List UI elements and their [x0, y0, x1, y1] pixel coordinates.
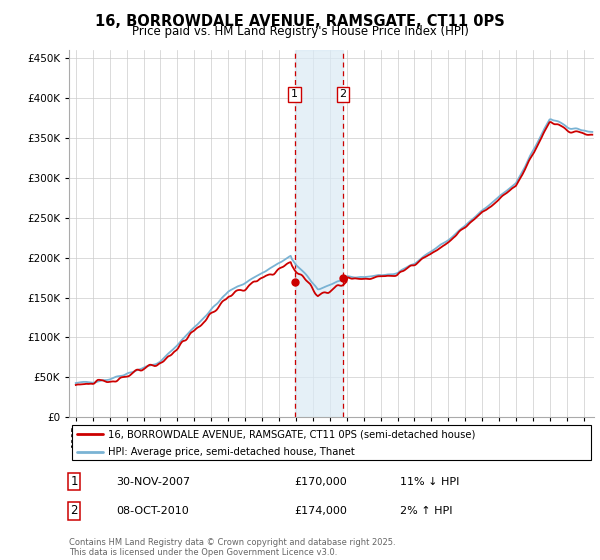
Text: £174,000: £174,000 [295, 506, 347, 516]
Text: 2: 2 [339, 90, 346, 100]
Text: 2: 2 [71, 505, 78, 517]
Text: Price paid vs. HM Land Registry's House Price Index (HPI): Price paid vs. HM Land Registry's House … [131, 25, 469, 38]
Text: 11% ↓ HPI: 11% ↓ HPI [400, 477, 459, 487]
Text: 1: 1 [291, 90, 298, 100]
Bar [295, 50, 343, 417]
FancyBboxPatch shape [71, 425, 592, 460]
Text: 1: 1 [71, 475, 78, 488]
Text: 16, BORROWDALE AVENUE, RAMSGATE, CT11 0PS: 16, BORROWDALE AVENUE, RAMSGATE, CT11 0P… [95, 14, 505, 29]
Text: 16, BORROWDALE AVENUE, RAMSGATE, CT11 0PS (semi-detached house): 16, BORROWDALE AVENUE, RAMSGATE, CT11 0P… [109, 429, 476, 439]
Text: 30-NOV-2007: 30-NOV-2007 [116, 477, 190, 487]
Text: 08-OCT-2010: 08-OCT-2010 [116, 506, 189, 516]
Text: 2% ↑ HPI: 2% ↑ HPI [400, 506, 452, 516]
Text: £170,000: £170,000 [295, 477, 347, 487]
Text: Contains HM Land Registry data © Crown copyright and database right 2025.
This d: Contains HM Land Registry data © Crown c… [69, 538, 395, 557]
Text: HPI: Average price, semi-detached house, Thanet: HPI: Average price, semi-detached house,… [109, 447, 355, 457]
